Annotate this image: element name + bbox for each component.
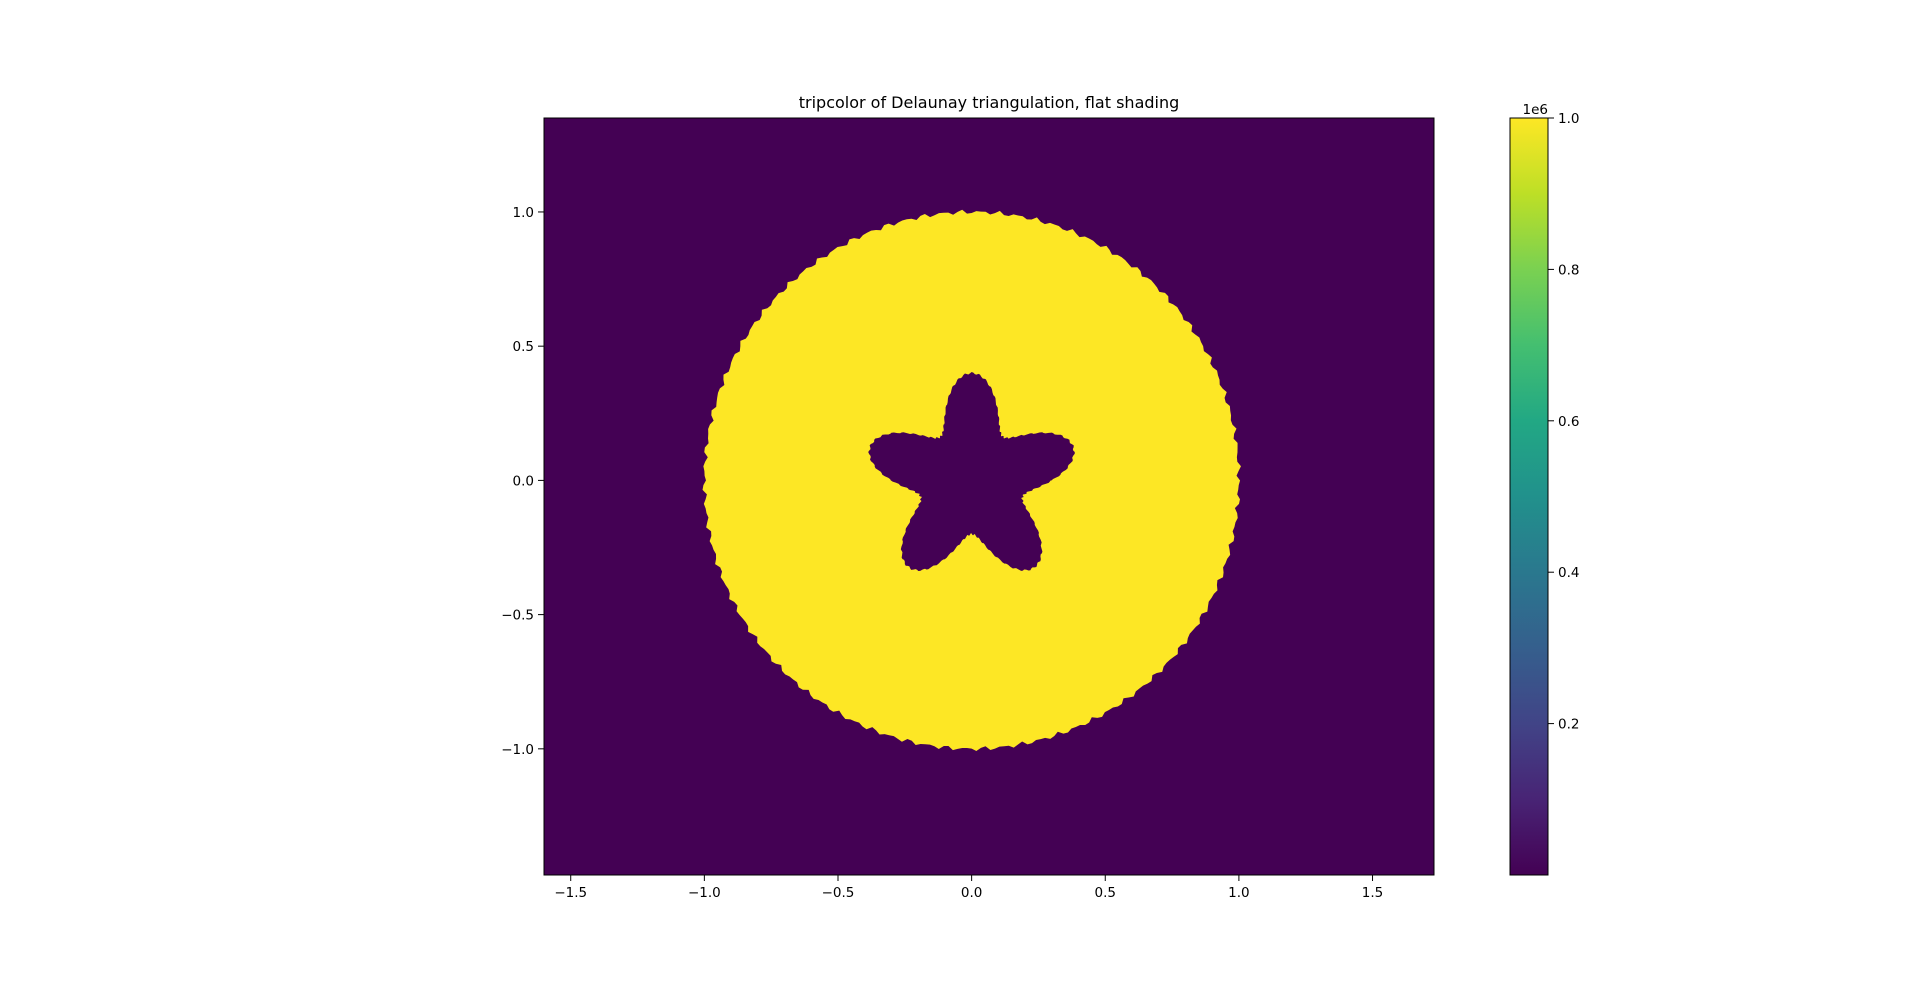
y-tick-label: −1.0 — [501, 742, 534, 758]
colorbar-tick-label: 0.2 — [1558, 717, 1579, 733]
x-tick-label: −1.5 — [554, 885, 587, 901]
x-tick-label: 1.0 — [1228, 885, 1249, 901]
colorbar-tick-label: 0.6 — [1558, 414, 1579, 430]
y-tick-label: 0.0 — [513, 473, 534, 489]
plot-area — [544, 118, 1434, 875]
x-tick-label: 1.5 — [1362, 885, 1383, 901]
y-tick-label: 0.5 — [513, 339, 534, 355]
x-tick-label: −0.5 — [822, 885, 855, 901]
colorbar: 0.2 0.4 0.6 0.8 1.0 1e6 — [1509, 102, 1579, 876]
colorbar-gradient — [1509, 117, 1549, 876]
colorbar-offset-label: 1e6 — [1523, 102, 1548, 118]
chart-title: tripcolor of Delaunay triangulation, fla… — [799, 93, 1180, 112]
x-axis: −1.5 −1.0 −0.5 0.0 0.5 1.0 1.5 — [554, 875, 1383, 901]
star-region — [868, 372, 1075, 572]
y-tick-label: 1.0 — [513, 205, 534, 221]
x-tick-label: 0.5 — [1095, 885, 1116, 901]
y-axis: −1.0 −0.5 0.0 0.5 1.0 — [501, 205, 544, 758]
colorbar-ticks: 0.2 0.4 0.6 0.8 1.0 — [1548, 111, 1579, 733]
colorbar-tick-label: 1.0 — [1558, 111, 1579, 127]
axes-frame — [543, 117, 1435, 876]
colorbar-tick-label: 0.4 — [1558, 565, 1579, 581]
colorbar-tick-label: 0.8 — [1558, 262, 1579, 278]
x-tick-label: 0.0 — [961, 885, 982, 901]
y-tick-label: −0.5 — [501, 608, 534, 624]
x-tick-label: −1.0 — [688, 885, 721, 901]
